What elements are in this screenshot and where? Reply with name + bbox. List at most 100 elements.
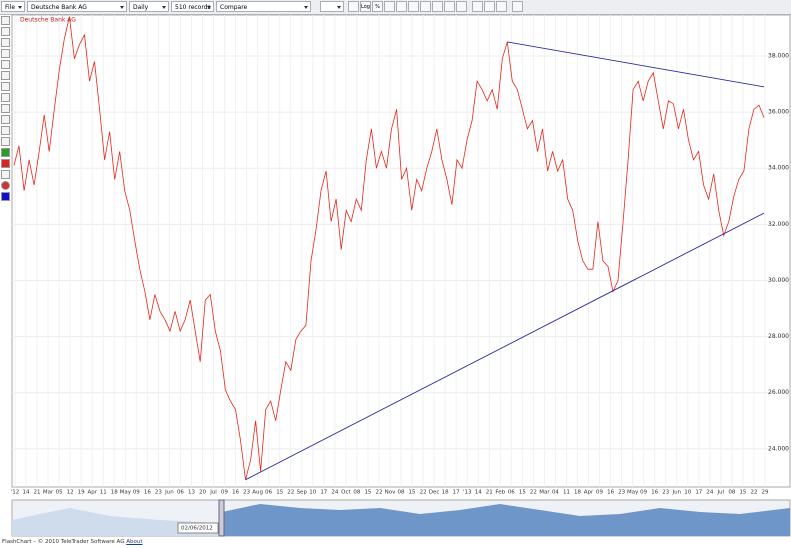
y-tick-label: 28.000 — [768, 333, 789, 340]
y-tick-label: 38.000 — [768, 52, 789, 59]
x-tick-label: 09 — [133, 490, 140, 496]
percent-button[interactable]: % — [372, 1, 383, 12]
trend-line — [245, 212, 765, 481]
x-tick-label: 23 — [155, 490, 162, 496]
draw-tool[interactable] — [1, 38, 10, 47]
zoom-button[interactable] — [496, 1, 507, 12]
tool-button[interactable] — [432, 1, 443, 12]
x-tick-label: 11 — [100, 490, 107, 496]
compare-select[interactable]: Compare — [216, 1, 311, 12]
color-tool[interactable] — [1, 192, 10, 201]
trend-line — [507, 41, 765, 88]
chart-style-select[interactable] — [320, 1, 344, 12]
x-tick-label: 22 — [420, 490, 427, 496]
draw-tool[interactable] — [1, 82, 10, 91]
draw-tool[interactable] — [1, 181, 10, 190]
x-tick-label: '12 — [11, 490, 20, 496]
x-tick-label: 16 — [607, 490, 614, 496]
x-tick-label: 22 — [375, 490, 382, 496]
x-tick-label: Dec — [429, 490, 440, 496]
x-tick-label: Mar — [539, 490, 550, 496]
tool-button[interactable] — [348, 1, 359, 12]
x-tick-label: Feb — [495, 490, 505, 496]
zoom-button[interactable] — [484, 1, 495, 12]
x-tick-label: 10 — [309, 490, 316, 496]
x-tick-label: Jun — [164, 490, 174, 496]
x-tick-label: 29 — [762, 490, 769, 496]
navigator-handle[interactable] — [218, 499, 225, 537]
x-tick-label: Jul — [209, 490, 217, 496]
x-tick-label: 05 — [56, 490, 63, 496]
x-tick-label: Apr — [87, 490, 97, 496]
x-tick-label: 06 — [508, 490, 515, 496]
tool-button[interactable] — [444, 1, 455, 12]
navigator-area-outside — [12, 508, 222, 536]
y-tick-label: 32.000 — [768, 221, 789, 228]
tool-button[interactable] — [408, 1, 419, 12]
instrument-select[interactable]: Deutsche Bank AG — [27, 1, 127, 12]
x-tick-label: 14 — [475, 490, 482, 496]
toolbar: File Deutsche Bank AG Daily 510 records … — [0, 0, 791, 15]
x-tick-label: 10 — [684, 490, 691, 496]
tool-button[interactable] — [512, 1, 523, 12]
draw-tool[interactable] — [1, 104, 10, 113]
x-tick-label: 19 — [78, 490, 85, 496]
tool-button[interactable] — [456, 1, 467, 12]
about-link[interactable]: About — [126, 539, 143, 545]
draw-tool[interactable] — [1, 115, 10, 124]
x-tick-label: Sep — [297, 490, 308, 496]
x-tick-label: 21 — [486, 490, 493, 496]
draw-tool[interactable] — [1, 16, 10, 25]
draw-tool[interactable] — [1, 159, 10, 168]
y-tick-label: 36.000 — [768, 109, 789, 116]
draw-tool[interactable] — [1, 27, 10, 36]
x-tick-label: 18 — [442, 490, 449, 496]
draw-tool[interactable] — [1, 93, 10, 102]
draw-tool[interactable] — [1, 60, 10, 69]
x-tick-label: 24 — [706, 490, 713, 496]
x-tick-label: Jun — [671, 490, 681, 496]
draw-tool[interactable] — [1, 148, 10, 157]
x-tick-label: 15 — [364, 490, 371, 496]
interval-select[interactable]: Daily — [129, 1, 169, 12]
x-tick-label: 16 — [144, 490, 151, 496]
x-tick-label: Oct — [341, 490, 351, 496]
x-tick-label: 15 — [739, 490, 746, 496]
draw-tool[interactable] — [1, 71, 10, 80]
x-tick-label: 16 — [651, 490, 658, 496]
x-tick-label: 08 — [353, 490, 360, 496]
x-tick-label: 09 — [640, 490, 647, 496]
draw-tool[interactable] — [1, 49, 10, 58]
x-tick-label: 22 — [287, 490, 294, 496]
y-tick-label: 34.000 — [768, 165, 789, 172]
tool-button[interactable] — [420, 1, 431, 12]
file-menu[interactable]: File — [1, 1, 25, 12]
x-tick-label: 18 — [574, 490, 581, 496]
draw-tool[interactable] — [1, 126, 10, 135]
y-tick-label: 30.000 — [768, 277, 789, 284]
log-button[interactable]: Log — [360, 1, 371, 12]
zoom-button[interactable] — [472, 1, 483, 12]
tool-button[interactable] — [384, 1, 395, 12]
tool-button[interactable] — [396, 1, 407, 12]
x-tick-label: 18 — [111, 490, 118, 496]
x-tick-label: 16 — [232, 490, 239, 496]
x-tick-label: May — [627, 490, 639, 496]
x-tick-label: Jul — [717, 490, 725, 496]
draw-tool[interactable] — [1, 170, 10, 179]
records-select[interactable]: 510 records — [171, 1, 214, 12]
footer-text: FlashChart – © 2010 TeleTrader Software … — [2, 539, 125, 545]
x-tick-label: 08 — [728, 490, 735, 496]
x-tick-label: 06 — [177, 490, 184, 496]
x-tick-label: 15 — [409, 490, 416, 496]
x-tick-label: 17 — [320, 490, 327, 496]
footer: FlashChart – © 2010 TeleTrader Software … — [2, 539, 143, 545]
x-tick-label: Aug — [252, 490, 263, 496]
x-tick-label: Nov — [385, 490, 396, 496]
draw-tool[interactable] — [1, 137, 10, 146]
x-tick-label: 23 — [662, 490, 669, 496]
x-tick-label: 24 — [331, 490, 338, 496]
x-tick-label: 17 — [695, 490, 702, 496]
